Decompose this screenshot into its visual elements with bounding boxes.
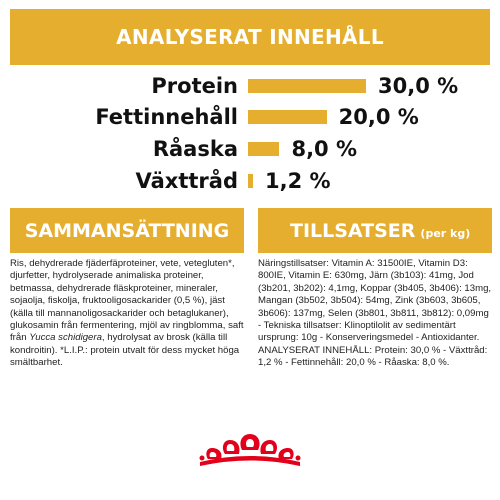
composition-italic-text: Yucca schidigera	[29, 332, 102, 344]
nutrient-name: Råaska	[152, 137, 238, 161]
nutrient-bar	[248, 142, 280, 156]
nutrient-name: Växttråd	[135, 169, 238, 193]
additives-text: Näringstillsatser: Vitamin A: 31500IE, V…	[258, 258, 492, 369]
composition-text: Ris, dehydrerade fjäderfäproteiner, vete…	[10, 258, 246, 370]
composition-text-part: , hydrolysat av brosk (källa till kondro…	[10, 332, 240, 369]
nutrient-name: Fettinnehåll	[95, 105, 238, 129]
nutrient-row: Växttråd 1,2 %	[0, 167, 500, 195]
royal-canin-crown-icon	[199, 434, 301, 466]
nutrient-bar	[248, 79, 366, 93]
nutrient-row: Råaska 8,0 %	[0, 135, 500, 163]
nutrient-bar	[248, 174, 253, 188]
nutrient-row: Protein 30,0 %	[0, 72, 500, 100]
nutrient-name: Protein	[151, 74, 238, 98]
nutrient-bar	[248, 110, 327, 124]
analysis-title: ANALYSERAT INNEHÅLL	[116, 25, 384, 49]
additives-header: TILLSATSER (per kg)	[258, 208, 492, 253]
nutrient-row: Fettinnehåll 20,0 %	[0, 103, 500, 131]
analysis-header: ANALYSERAT INNEHÅLL	[10, 9, 490, 65]
nutrient-value: 20,0 %	[338, 105, 419, 129]
additives-title: TILLSATSER	[290, 219, 416, 242]
nutrient-value: 30,0 %	[378, 74, 459, 98]
nutrient-value: 8,0 %	[291, 137, 358, 161]
composition-title: SAMMANSÄTTNING	[24, 219, 230, 242]
additives-subtitle: (per kg)	[420, 227, 471, 240]
composition-header: SAMMANSÄTTNING	[10, 208, 244, 253]
nutrient-value: 1,2 %	[265, 169, 331, 193]
composition-text-part: Ris, dehydrerade fjäderfäproteiner, vete…	[10, 258, 244, 344]
